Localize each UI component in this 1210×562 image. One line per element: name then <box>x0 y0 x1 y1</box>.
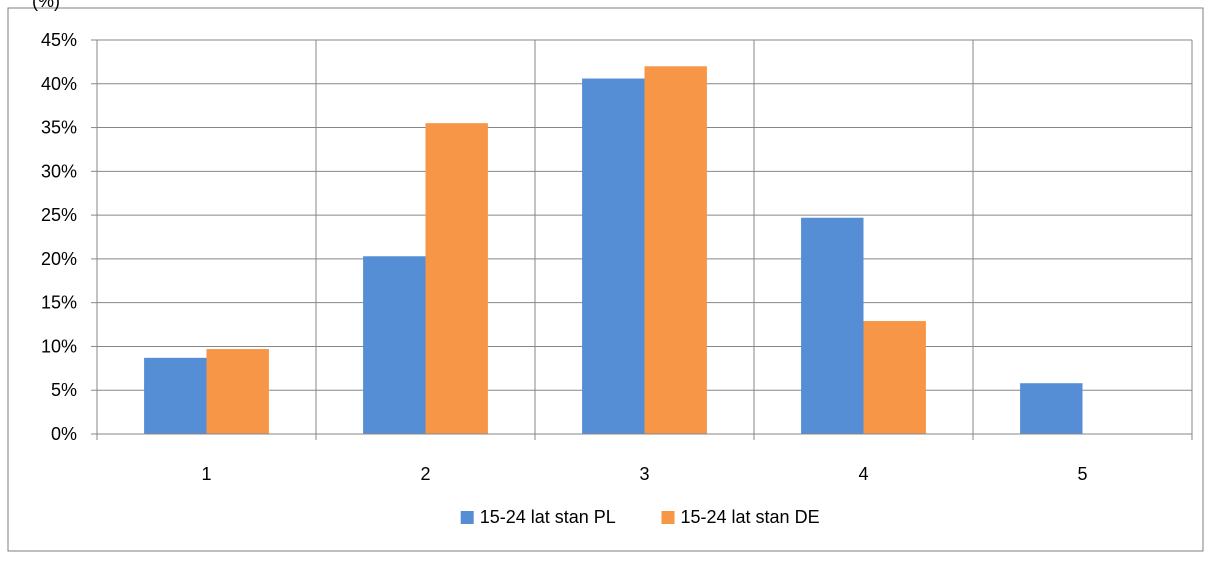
legend-label-1: 15-24 lat stan PL <box>480 507 616 527</box>
legend-label-2: 15-24 lat stan DE <box>681 507 820 527</box>
bar-series-2-cat-2 <box>425 123 488 434</box>
bar-series-1-cat-3 <box>582 78 645 434</box>
tick-labels: 0% 5% 10% 15% 20% 25% 30% 35% 40% 45% 1 2 3 4 5 <box>41 30 1088 484</box>
x-tick-label: 2 <box>420 464 430 484</box>
bar-series-2-cat-1 <box>206 349 269 434</box>
y-tick-label: 5% <box>51 380 77 400</box>
x-tick-label: 1 <box>201 464 211 484</box>
legend: 15-24 lat stan PL 15-24 lat stan DE <box>460 507 820 527</box>
y-tick-label: 0% <box>51 424 77 444</box>
y-tick-label: 25% <box>41 205 77 225</box>
bar-series-2-cat-4 <box>863 321 926 434</box>
y-tick-label: 15% <box>41 293 77 313</box>
y-tick-label: 30% <box>41 161 77 181</box>
legend-swatch-1 <box>460 511 474 524</box>
y-tick-label: 35% <box>41 118 77 138</box>
axes <box>91 39 1192 435</box>
bar-series-1-cat-5 <box>1020 383 1083 434</box>
y-tick-label: 20% <box>41 249 77 269</box>
y-tick-label: 40% <box>41 74 77 94</box>
legend-swatch-2 <box>661 511 675 524</box>
bar-series-1-cat-4 <box>801 217 864 434</box>
bar-series-2-cat-3 <box>644 66 707 435</box>
x-tick-label: 3 <box>639 464 649 484</box>
y-tick-label: 45% <box>41 30 77 50</box>
truncated-top-text: (%) <box>32 0 60 11</box>
x-tick-label: 4 <box>858 464 868 484</box>
x-tick-label: 5 <box>1077 464 1087 484</box>
chart-border <box>7 7 1204 552</box>
bars <box>144 66 1083 435</box>
bar-series-1-cat-1 <box>144 357 207 434</box>
y-tick-label: 10% <box>41 336 77 356</box>
bar-series-1-cat-2 <box>363 256 426 434</box>
